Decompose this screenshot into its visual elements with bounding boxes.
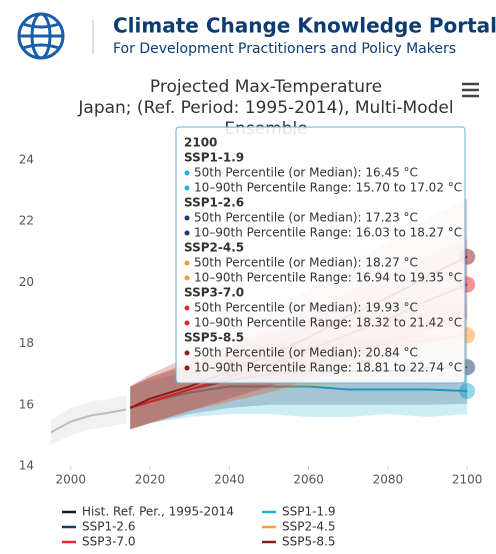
median-line xyxy=(50,408,127,434)
legend-label: SSP3-7.0 xyxy=(82,535,136,549)
tooltip-line: 50th Percentile (or Median): 18.27 °C xyxy=(194,256,418,270)
tooltip-line: 50th Percentile (or Median): 17.23 °C xyxy=(194,211,418,225)
chart-title: Japan; (Ref. Period: 1995-2014), Multi-M… xyxy=(77,98,453,118)
legend-label: SSP5-8.5 xyxy=(282,535,336,549)
y-tick-label: 18 xyxy=(19,336,34,350)
x-tick-label: 2020 xyxy=(135,473,166,487)
median-line xyxy=(129,385,468,409)
end-marker xyxy=(459,383,476,400)
range-band xyxy=(50,395,127,445)
tooltip-line: 10–90th Percentile Range: 16.94 to 19.35… xyxy=(194,271,462,285)
y-tick-label: 16 xyxy=(19,397,34,411)
y-tick-label: 22 xyxy=(19,214,34,228)
tooltip-bullet xyxy=(184,170,190,176)
tooltip-bullet xyxy=(184,275,190,281)
tooltip-line: 10–90th Percentile Range: 18.32 to 21.42… xyxy=(194,316,462,330)
tooltip-line: 10–90th Percentile Range: 18.81 to 22.74… xyxy=(194,361,462,375)
legend-label: SSP2-4.5 xyxy=(282,520,336,534)
tooltip-group: SSP1-1.9 xyxy=(184,151,244,165)
menu-button[interactable] xyxy=(462,82,479,98)
tooltip-line: 50th Percentile (or Median): 16.45 °C xyxy=(194,166,418,180)
y-tick-label: 20 xyxy=(19,275,34,289)
x-tick-label: 2040 xyxy=(214,473,245,487)
site-title: Climate Change Knowledge Portal xyxy=(113,14,496,38)
tooltip-bullet xyxy=(184,260,190,266)
legend-label: Hist. Ref. Per., 1995-2014 xyxy=(82,505,234,519)
y-tick-label: 14 xyxy=(19,459,34,473)
tooltip-bullet xyxy=(184,230,190,236)
tooltip-line: 50th Percentile (or Median): 19.93 °C xyxy=(194,301,418,315)
legend-label: SSP1-1.9 xyxy=(282,505,336,519)
tooltip-bullet xyxy=(184,320,190,326)
tooltip-bullet xyxy=(184,350,190,356)
tooltip-bullet xyxy=(184,365,190,371)
tooltip-group: SSP3-7.0 xyxy=(184,286,244,300)
tooltip-line: 10–90th Percentile Range: 15.70 to 17.02… xyxy=(194,181,462,195)
logo xyxy=(17,12,65,60)
tooltip-group: SSP1-2.6 xyxy=(184,196,244,210)
x-tick-label: 2000 xyxy=(56,473,87,487)
tooltip-line: 10–90th Percentile Range: 16.03 to 18.27… xyxy=(194,226,462,240)
y-tick-label: 24 xyxy=(19,153,34,167)
tooltip-box xyxy=(175,126,466,384)
legend-label: SSP1-2.6 xyxy=(82,520,136,534)
tooltip-line: 50th Percentile (or Median): 20.84 °C xyxy=(194,346,418,360)
tooltip-group: SSP5-8.5 xyxy=(184,331,244,345)
tooltip-bullet xyxy=(184,185,190,191)
tooltip-bullet xyxy=(184,215,190,221)
x-tick-label: 2080 xyxy=(373,473,404,487)
x-tick-label: 2100 xyxy=(452,473,483,487)
site-subtitle: For Development Practitioners and Policy… xyxy=(113,41,456,57)
tooltip-bullet xyxy=(184,305,190,311)
x-tick-label: 2060 xyxy=(293,473,324,487)
tooltip-group: SSP2-4.5 xyxy=(184,241,244,255)
chart-title: Projected Max-Temperature xyxy=(150,77,382,97)
tooltip-title: 2100 xyxy=(184,136,217,150)
